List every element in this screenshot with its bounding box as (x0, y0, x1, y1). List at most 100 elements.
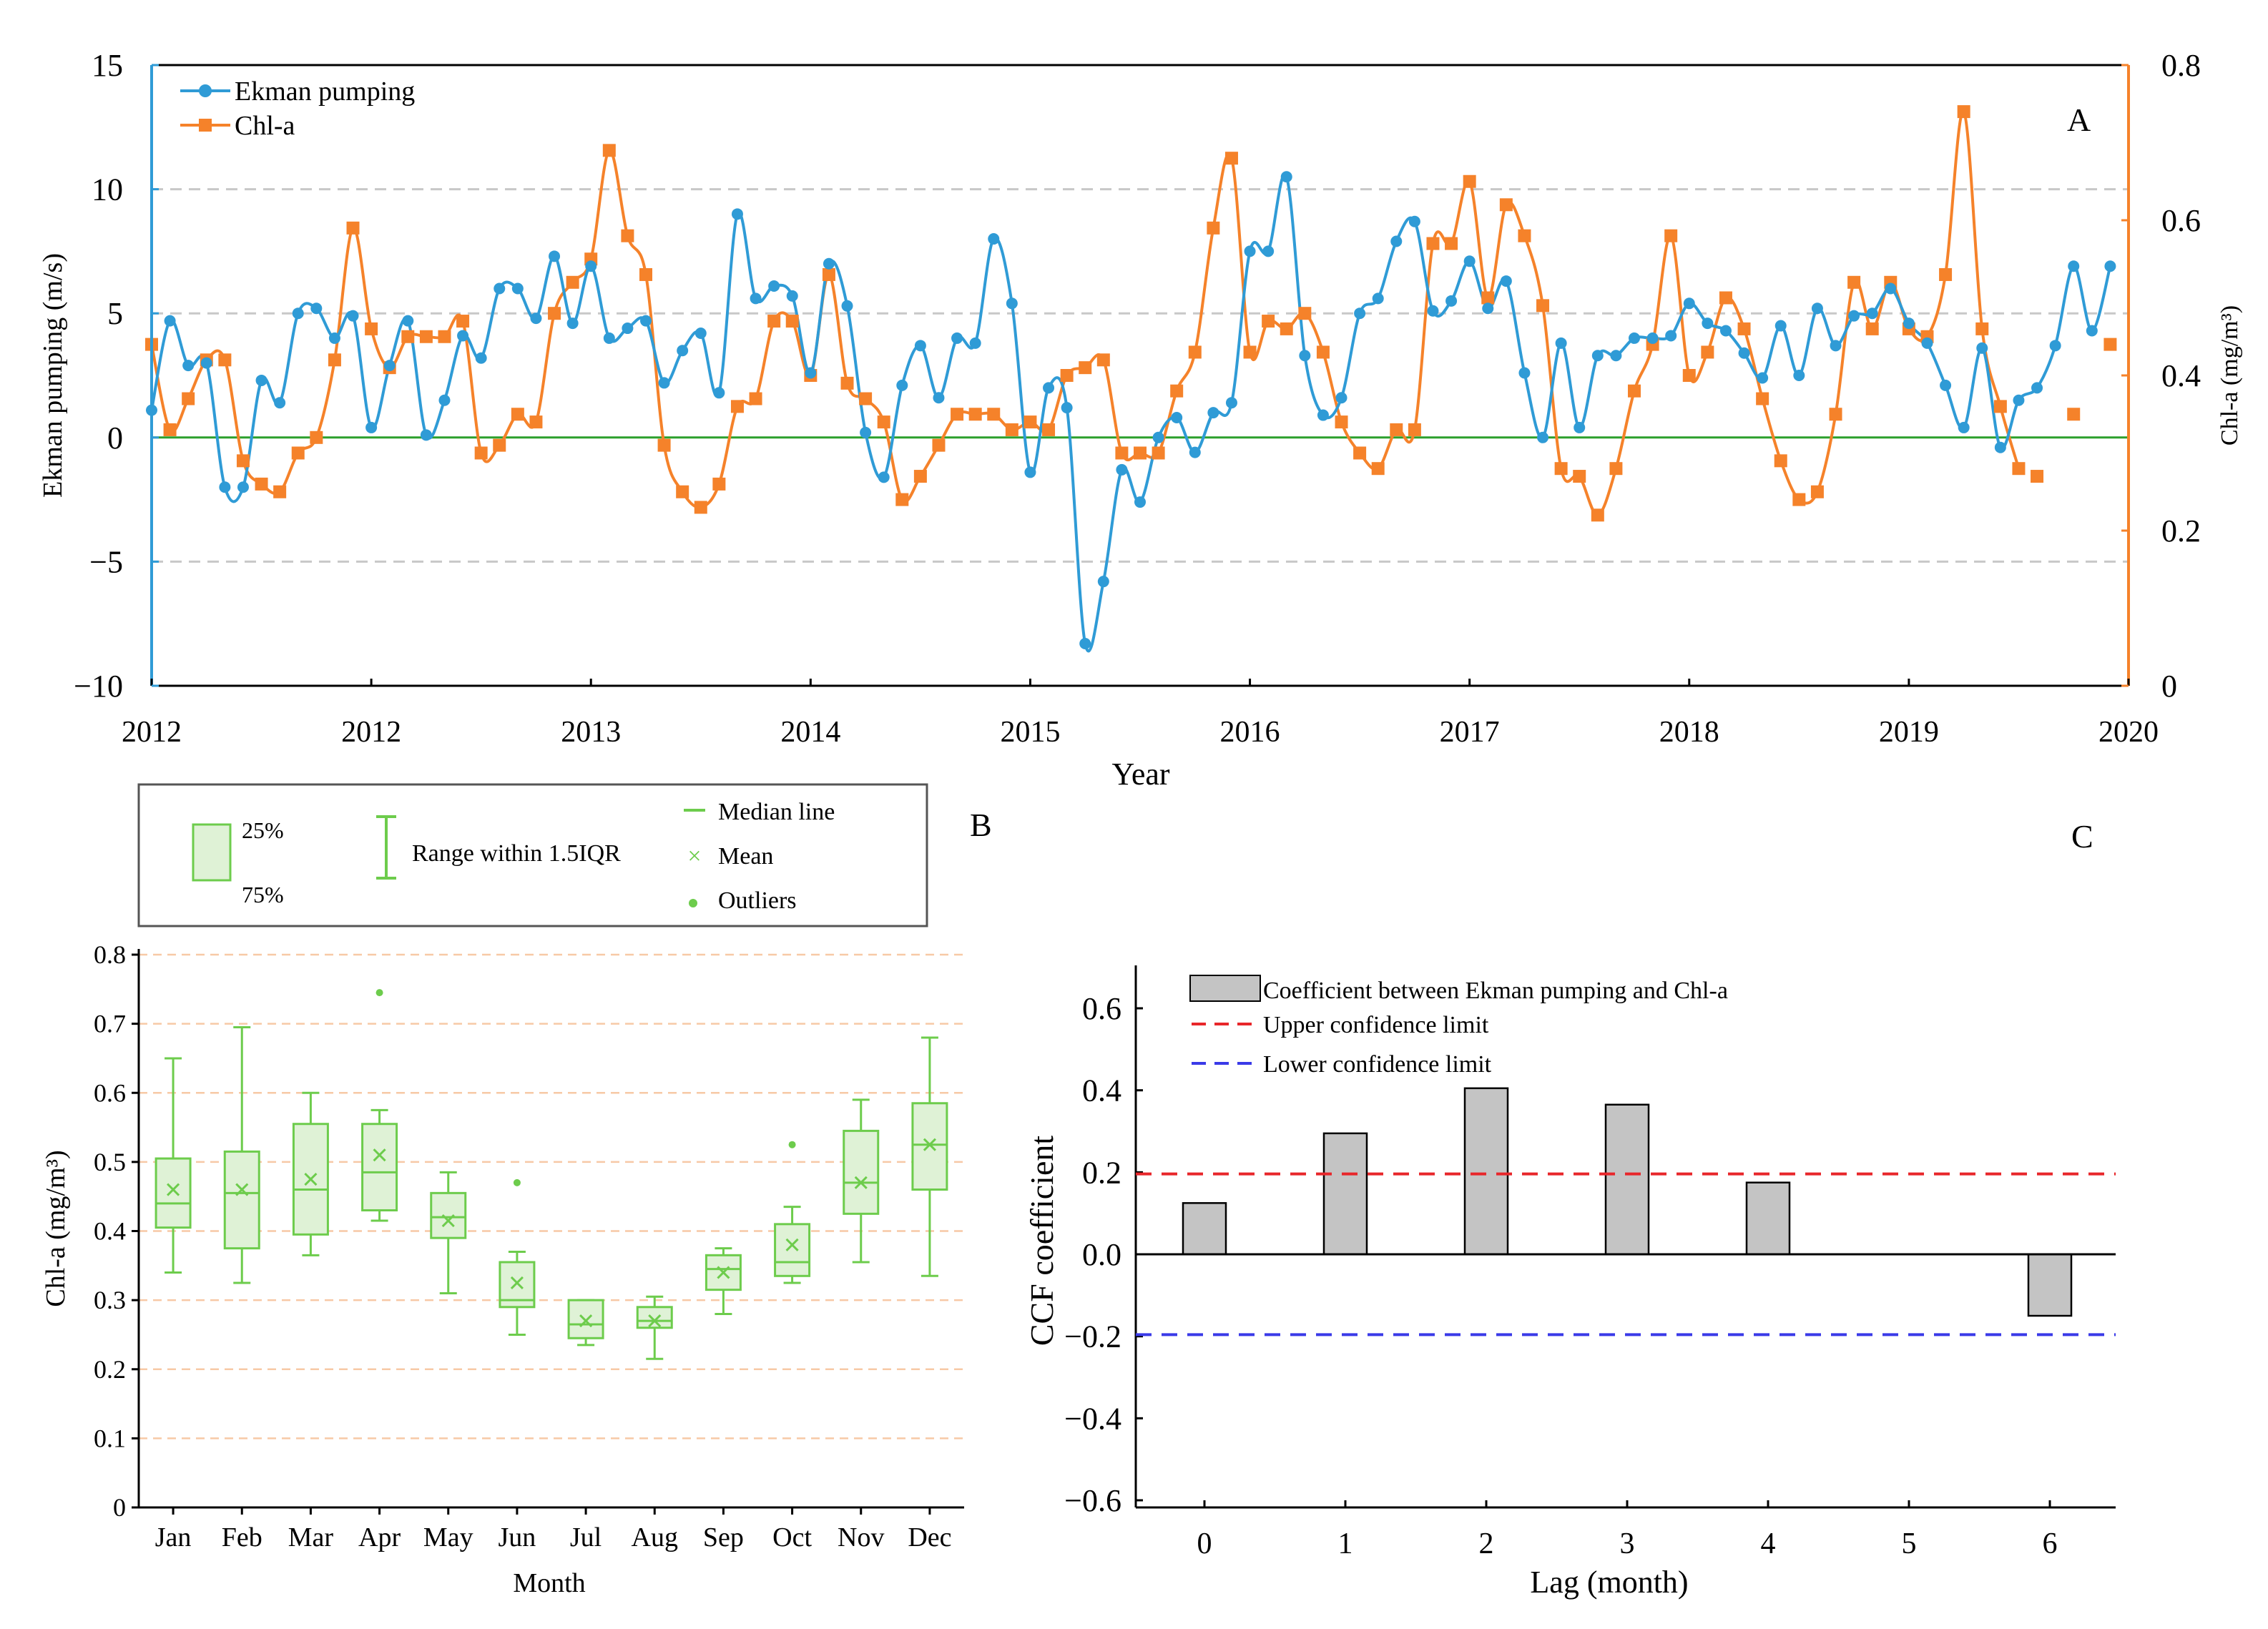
x-tick-label: 5 (1902, 1527, 1917, 1560)
ekman-point (1043, 382, 1055, 394)
chla-point (1243, 345, 1257, 359)
legend-lower-label: Lower confidence limit (1263, 1051, 1492, 1078)
chla-point (291, 446, 305, 460)
panel-a-y-ticks: −10 −5 0 5 10 15 (74, 48, 159, 704)
ekman-point (1940, 379, 1952, 391)
x-tick-label: Jan (155, 1522, 192, 1552)
chla-point (951, 408, 964, 421)
ekman-point (969, 337, 981, 349)
chla-point (310, 430, 323, 444)
ekman-point (1683, 297, 1695, 310)
ekman-point (1280, 171, 1292, 183)
ekman-point (1629, 332, 1640, 344)
panel-a-right-y-ticks: 0 0.2 0.4 0.6 0.8 (2121, 48, 2201, 704)
legend-box-swatch (192, 823, 232, 882)
panel-b-ylabel: Chl-a (mg/m³) (41, 1150, 71, 1306)
ekman-point (1518, 367, 1531, 379)
panel-c-label: C (2071, 818, 2093, 855)
chla-point (456, 315, 470, 328)
x-tick-label: 2012 (341, 716, 401, 749)
iqr-box (843, 1129, 880, 1215)
ekman-point (1244, 245, 1256, 257)
chla-point (1463, 174, 1476, 188)
chla-point (987, 408, 1001, 421)
right-y-tick-label: 0.4 (2161, 358, 2201, 393)
chla-point (621, 229, 634, 242)
ekman-point (1317, 409, 1329, 421)
chla-point (877, 415, 890, 429)
y-tick-label: 0.1 (94, 1424, 126, 1452)
chla-point (1573, 470, 1586, 483)
y-tick-label: 10 (92, 172, 123, 207)
panel-a-xlabel: Year (1111, 757, 1169, 792)
chla-point (1445, 237, 1458, 250)
chla-point (1682, 369, 1696, 382)
ekman-point (1702, 318, 1714, 330)
panel-a-ylabel-right: Chl-a (mg/m³) (2217, 305, 2243, 446)
y-tick-label: −5 (89, 544, 123, 579)
chla-point (493, 438, 506, 452)
ccf-bar-lag-1 (1322, 1132, 1368, 1256)
x-tick-label: 2012 (122, 716, 182, 749)
y-tick-label: 0.7 (94, 1010, 126, 1038)
legend-bar-label: Coefficient between Ekman pumping and Ch… (1263, 978, 1728, 1004)
chla-point (1335, 415, 1348, 429)
iqr-box (774, 1223, 811, 1277)
ekman-point (182, 360, 195, 372)
chla-point (529, 415, 543, 429)
mean-marker (235, 1183, 249, 1196)
mean-marker (923, 1138, 936, 1151)
ekman-point (622, 323, 634, 335)
chla-point (328, 353, 341, 367)
ekman-point (457, 330, 469, 342)
chla-point (1756, 392, 1769, 405)
chla-point (218, 353, 232, 367)
ekman-point (1171, 412, 1183, 424)
ekman-point (1830, 340, 1842, 352)
ekman-point (1024, 466, 1036, 478)
chla-point (730, 400, 744, 413)
chla-point (182, 392, 195, 405)
ekman-point (2068, 260, 2080, 272)
y-tick-label: 0.6 (94, 1078, 126, 1107)
ekman-point (768, 280, 780, 292)
x-tick-label: 6 (2043, 1527, 2058, 1560)
chla-point (2012, 462, 2026, 476)
x-tick-label: 2017 (1440, 716, 1500, 749)
legend-median-label: Median line (718, 799, 835, 825)
x-tick-label: Jun (499, 1522, 536, 1552)
legend-upper-label: Upper confidence limit (1263, 1012, 1489, 1038)
x-tick-label: 0 (1197, 1527, 1212, 1560)
x-tick-label: 2020 (2098, 716, 2159, 749)
chla-point (1170, 384, 1184, 398)
chla-point (1628, 384, 1641, 398)
chla-point (822, 267, 835, 281)
mean-marker (854, 1176, 868, 1189)
mean-marker (579, 1314, 593, 1328)
ekman-point (237, 481, 249, 493)
chla-point (1554, 462, 1568, 476)
legend-ekman-label: Ekman pumping (235, 77, 415, 107)
chla-point (913, 470, 927, 483)
chla-point (694, 501, 707, 514)
chla-point (1408, 423, 1421, 436)
chla-point (859, 392, 873, 405)
mean-marker (510, 1276, 524, 1290)
y-tick-label: 0 (113, 1493, 126, 1522)
chla-point (1975, 322, 1989, 335)
chla-point (438, 330, 451, 343)
y-tick-label: 0 (107, 420, 123, 456)
ekman-point (1335, 392, 1347, 404)
chla-point (1042, 423, 1056, 436)
ekman-point (658, 377, 670, 389)
ekman-point (1537, 431, 1549, 443)
y-tick-label: 0.8 (94, 940, 126, 969)
box-may (430, 1171, 467, 1294)
outlier-point (788, 1141, 796, 1148)
ekman-point (1463, 255, 1476, 267)
outlier-point (375, 989, 383, 997)
panel-b-xlabel: Month (513, 1568, 585, 1598)
panel-a-x-ticks: 2012 2012 2013 2014 2015 2016 2017 2018 2019 2020 (122, 679, 2159, 749)
x-tick-label: 3 (1620, 1527, 1635, 1560)
chla-point (1774, 454, 1787, 468)
